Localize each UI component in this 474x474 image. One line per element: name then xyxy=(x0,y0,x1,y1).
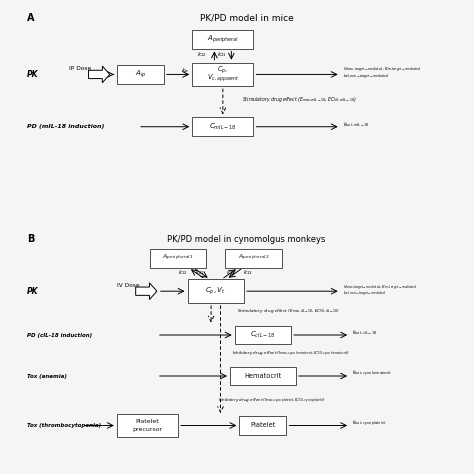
Text: Stimulatory drug effect ($E_{max,cIL-18}, EC_{50,cIL-18}$): Stimulatory drug effect ($E_{max,cIL-18}… xyxy=(237,308,340,316)
Text: $k_{31}$: $k_{31}$ xyxy=(226,268,236,277)
Text: $k_{out,cIL-18}$: $k_{out,cIL-18}$ xyxy=(353,329,378,337)
FancyBboxPatch shape xyxy=(235,326,291,345)
FancyBboxPatch shape xyxy=(150,249,206,268)
Text: A: A xyxy=(27,13,35,23)
Text: Inhibitory drug effect ($I_{max,cyno\ hematocrit}, IC_{50,cyno\ hematocrit}$): Inhibitory drug effect ($I_{max,cyno\ he… xyxy=(232,349,350,358)
Text: PD (mIL-18 induction): PD (mIL-18 induction) xyxy=(27,124,105,129)
FancyBboxPatch shape xyxy=(117,414,178,438)
Text: $A_{peripheral}$: $A_{peripheral}$ xyxy=(207,33,239,45)
Text: Platelet: Platelet xyxy=(136,419,159,424)
Text: $k_{out,mIL-18}$: $k_{out,mIL-18}$ xyxy=(343,121,370,129)
FancyBboxPatch shape xyxy=(117,65,164,84)
Text: Stimulatory drug effect ($E_{max,mIL-18}, EC_{50,mIL-18}$): Stimulatory drug effect ($E_{max,mIL-18}… xyxy=(242,95,356,104)
Text: precursor: precursor xyxy=(132,427,163,432)
Text: $k_{el,non-target-mediated}$: $k_{el,non-target-mediated}$ xyxy=(343,290,387,299)
Text: $k_{12}$: $k_{12}$ xyxy=(178,268,188,277)
Text: $V_{max,target-mediated}, K_{m,target-mediated}$: $V_{max,target-mediated}, K_{m,target-me… xyxy=(343,283,417,292)
Text: PD (cIL-18 induction): PD (cIL-18 induction) xyxy=(27,333,92,337)
Text: B: B xyxy=(27,234,35,245)
Text: $V_{c,apparent}$: $V_{c,apparent}$ xyxy=(207,73,239,84)
Text: $k_{out,cyno\ hematocrit}$: $k_{out,cyno\ hematocrit}$ xyxy=(353,369,392,379)
Text: $k_{21}$: $k_{21}$ xyxy=(217,50,227,59)
Text: Tox (thrombocytopenia): Tox (thrombocytopenia) xyxy=(27,423,101,428)
Text: PK: PK xyxy=(27,70,39,79)
Text: Hematocrit: Hematocrit xyxy=(244,373,282,379)
FancyBboxPatch shape xyxy=(225,249,282,268)
Text: $k_{out,cyno\ platelet}$: $k_{out,cyno\ platelet}$ xyxy=(353,419,387,428)
Text: $k_{13}$: $k_{13}$ xyxy=(243,268,252,277)
Text: $A_{peripheral2}$: $A_{peripheral2}$ xyxy=(238,253,269,263)
Text: $V_{max,target-mediated}, K_{m,target-mediated}$: $V_{max,target-mediated}, K_{m,target-me… xyxy=(343,65,421,74)
Text: $k_{21}$: $k_{21}$ xyxy=(194,268,204,277)
Polygon shape xyxy=(136,283,157,300)
FancyBboxPatch shape xyxy=(239,416,286,435)
Text: $C_{mIL-18}$: $C_{mIL-18}$ xyxy=(209,122,237,132)
FancyBboxPatch shape xyxy=(192,63,254,86)
Text: Tox (anemia): Tox (anemia) xyxy=(27,374,67,379)
Text: IP Dose: IP Dose xyxy=(69,66,91,71)
Text: PK/PD model in cynomolgus monkeys: PK/PD model in cynomolgus monkeys xyxy=(167,235,326,244)
Text: PK: PK xyxy=(27,287,39,296)
FancyBboxPatch shape xyxy=(230,366,296,385)
Text: $k_{el,non-target-mediated}$: $k_{el,non-target-mediated}$ xyxy=(343,73,389,81)
FancyBboxPatch shape xyxy=(188,279,244,303)
Text: Inhibitory drug effect ($I_{max,cyno\ platelet}, IC_{50,cyno\ platelet}$): Inhibitory drug effect ($I_{max,cyno\ pl… xyxy=(218,396,326,405)
FancyBboxPatch shape xyxy=(192,117,254,136)
Polygon shape xyxy=(89,66,110,83)
Text: $k_{12}$: $k_{12}$ xyxy=(197,50,207,59)
Text: $C_p,$: $C_p,$ xyxy=(217,64,228,76)
Text: $C_p, V_t$: $C_p, V_t$ xyxy=(205,285,226,297)
Text: $A_{ip}$: $A_{ip}$ xyxy=(135,69,146,80)
Text: $k_a$: $k_a$ xyxy=(181,66,189,75)
Text: PK/PD model in mice: PK/PD model in mice xyxy=(200,13,293,22)
Text: IV Dose: IV Dose xyxy=(117,283,140,288)
FancyBboxPatch shape xyxy=(192,30,254,48)
Text: $C_{cIL-18}$: $C_{cIL-18}$ xyxy=(250,330,276,340)
Text: $A_{peripheral1}$: $A_{peripheral1}$ xyxy=(163,253,194,263)
Text: Platelet: Platelet xyxy=(250,422,275,428)
